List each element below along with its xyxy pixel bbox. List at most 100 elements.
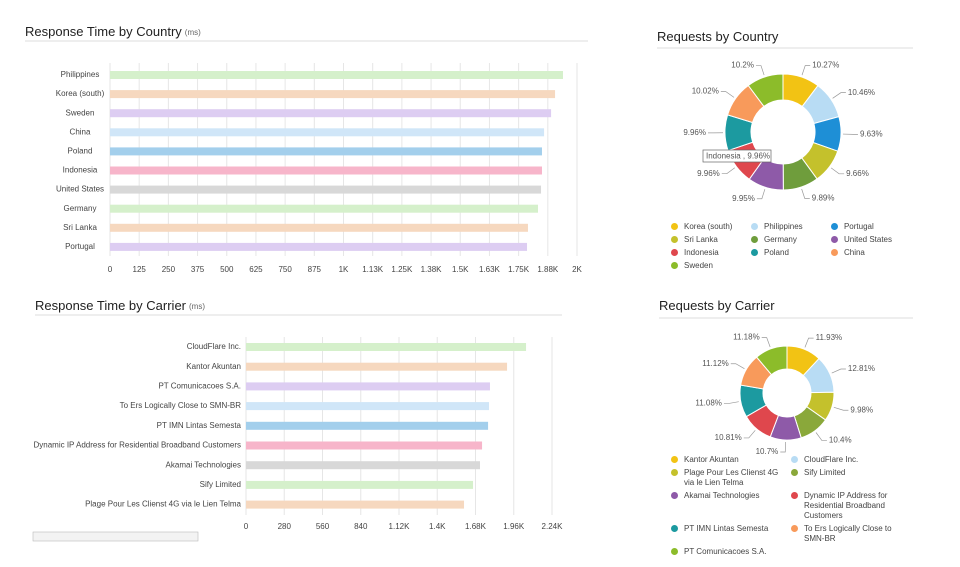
legend-swatch bbox=[750, 236, 758, 243]
legend-swatch bbox=[671, 262, 678, 269]
category-label: To Ers Logically Close to SMN-BR bbox=[120, 401, 242, 410]
bar bbox=[110, 223, 528, 232]
leader-line bbox=[830, 167, 845, 175]
slice-label: 12.81% bbox=[848, 364, 875, 373]
leader-line bbox=[804, 337, 814, 348]
legend-label: To Ers Logically Close to SMN-BR bbox=[804, 524, 892, 543]
category-label: Kantor Akuntan bbox=[186, 362, 241, 371]
legend-item: China bbox=[830, 248, 911, 258]
leader-line bbox=[815, 432, 827, 441]
scrollbar bbox=[32, 531, 199, 542]
leader-line bbox=[755, 65, 765, 76]
legend-label: CloudFlare Inc. bbox=[804, 455, 859, 464]
x-tick-label: 280 bbox=[278, 522, 292, 531]
slice-label: 10.7% bbox=[756, 447, 779, 456]
bar bbox=[246, 362, 508, 371]
legend-item: CloudFlare Inc. bbox=[791, 455, 911, 465]
leader-line bbox=[720, 91, 735, 98]
bar bbox=[246, 461, 481, 470]
slice-label: 9.66% bbox=[846, 169, 869, 178]
leader-line bbox=[801, 188, 810, 199]
legend-swatch bbox=[671, 249, 678, 256]
slice-label: 11.12% bbox=[702, 359, 729, 368]
x-tick-label: 1.38K bbox=[421, 265, 443, 274]
slice-label: 9.89% bbox=[812, 194, 835, 203]
x-tick-label: 2.24K bbox=[542, 522, 564, 531]
leader-line bbox=[730, 363, 745, 369]
legend-swatch bbox=[830, 223, 838, 230]
chart-title: Response Time by Country (ms) bbox=[25, 24, 201, 39]
leader-line bbox=[831, 368, 846, 374]
x-tick-label: 1.4K bbox=[429, 522, 446, 531]
tooltip-text: Indonesia , 9.96% bbox=[706, 152, 770, 161]
leader-line bbox=[801, 65, 811, 76]
legend: Korea (south) Philippines Portugal Sri Lank… bbox=[671, 222, 911, 274]
x-tick-label: 500 bbox=[220, 265, 234, 274]
legend-item: Portugal bbox=[830, 222, 911, 232]
bar bbox=[110, 90, 556, 99]
bar bbox=[110, 128, 545, 137]
legend-item: Germany bbox=[750, 235, 831, 245]
donut-slice bbox=[747, 73, 784, 108]
category-label: Sri Lanka bbox=[63, 223, 97, 232]
category-label: Portugal bbox=[65, 242, 95, 251]
category-label: Plage Pour Les Clienst 4G via le Lien Te… bbox=[85, 500, 241, 509]
title-text: Response Time by Carrier bbox=[35, 298, 187, 313]
bar bbox=[110, 204, 539, 213]
slice-label: 11.93% bbox=[816, 333, 843, 342]
legend-item: Kantor Akuntan bbox=[671, 455, 791, 465]
slice-label: 10.02% bbox=[692, 87, 719, 96]
legend-label: Sri Lanka bbox=[684, 235, 718, 244]
legend-label: PT Comunicacoes S.A. bbox=[684, 547, 767, 556]
bar bbox=[246, 500, 465, 509]
legend-label: Korea (south) bbox=[684, 222, 733, 231]
x-tick-label: 625 bbox=[249, 265, 263, 274]
legend-item: Philippines bbox=[750, 222, 831, 232]
legend-swatch bbox=[830, 249, 838, 256]
x-tick-label: 1.75K bbox=[508, 265, 530, 274]
x-tick-label: 560 bbox=[316, 522, 330, 531]
title-text: Response Time by Country bbox=[25, 24, 182, 39]
legend-item: Sweden bbox=[671, 261, 751, 271]
legend-swatch bbox=[791, 525, 798, 532]
slice-label: 10.81% bbox=[715, 433, 742, 442]
legend-swatch bbox=[671, 456, 678, 463]
category-label: PT Comunicacoes S.A. bbox=[158, 382, 241, 391]
slice-label: 9.98% bbox=[850, 405, 873, 414]
legend-label: Portugal bbox=[843, 222, 874, 231]
legend-swatch bbox=[671, 469, 678, 476]
x-tick-label: 1.63K bbox=[479, 265, 501, 274]
legend: Kantor Akuntan CloudFlare Inc. Plage Pour … bbox=[671, 455, 911, 560]
legend-item: Indonesia bbox=[671, 248, 751, 258]
bar bbox=[110, 71, 563, 79]
chart-title: Requests by Carrier bbox=[659, 298, 775, 313]
donut-slice bbox=[755, 345, 788, 376]
legend-label: Poland bbox=[763, 248, 789, 257]
x-tick-label: 750 bbox=[278, 265, 292, 274]
title-text: Requests by Country bbox=[657, 29, 779, 44]
legend-item: Dynamic IP Address for Residential Broad… bbox=[791, 491, 911, 521]
legend-swatch bbox=[671, 236, 678, 243]
category-label: Philippines bbox=[61, 70, 100, 79]
category-label: Korea (south) bbox=[56, 89, 105, 98]
legend-swatch bbox=[791, 492, 798, 499]
legend-label: Sweden bbox=[684, 261, 713, 270]
legend-item: Sri Lanka bbox=[671, 235, 751, 245]
legend-swatch bbox=[791, 469, 798, 476]
slice-label: 10.46% bbox=[848, 88, 875, 97]
leader-line bbox=[833, 407, 849, 411]
x-tick-label: 250 bbox=[162, 265, 176, 274]
legend-swatch bbox=[750, 223, 758, 230]
x-tick-label: 1.68K bbox=[465, 522, 487, 531]
legend-label: China bbox=[843, 248, 865, 257]
category-label: Sweden bbox=[66, 108, 95, 117]
slice-label: 9.63% bbox=[860, 130, 883, 139]
bar bbox=[246, 402, 490, 411]
legend-item: Akamai Technologies bbox=[671, 491, 791, 521]
category-label: Poland bbox=[68, 147, 93, 156]
chart-title: Requests by Country bbox=[657, 29, 779, 44]
bar bbox=[110, 109, 552, 118]
leader-line bbox=[721, 167, 736, 175]
bar bbox=[246, 382, 490, 391]
